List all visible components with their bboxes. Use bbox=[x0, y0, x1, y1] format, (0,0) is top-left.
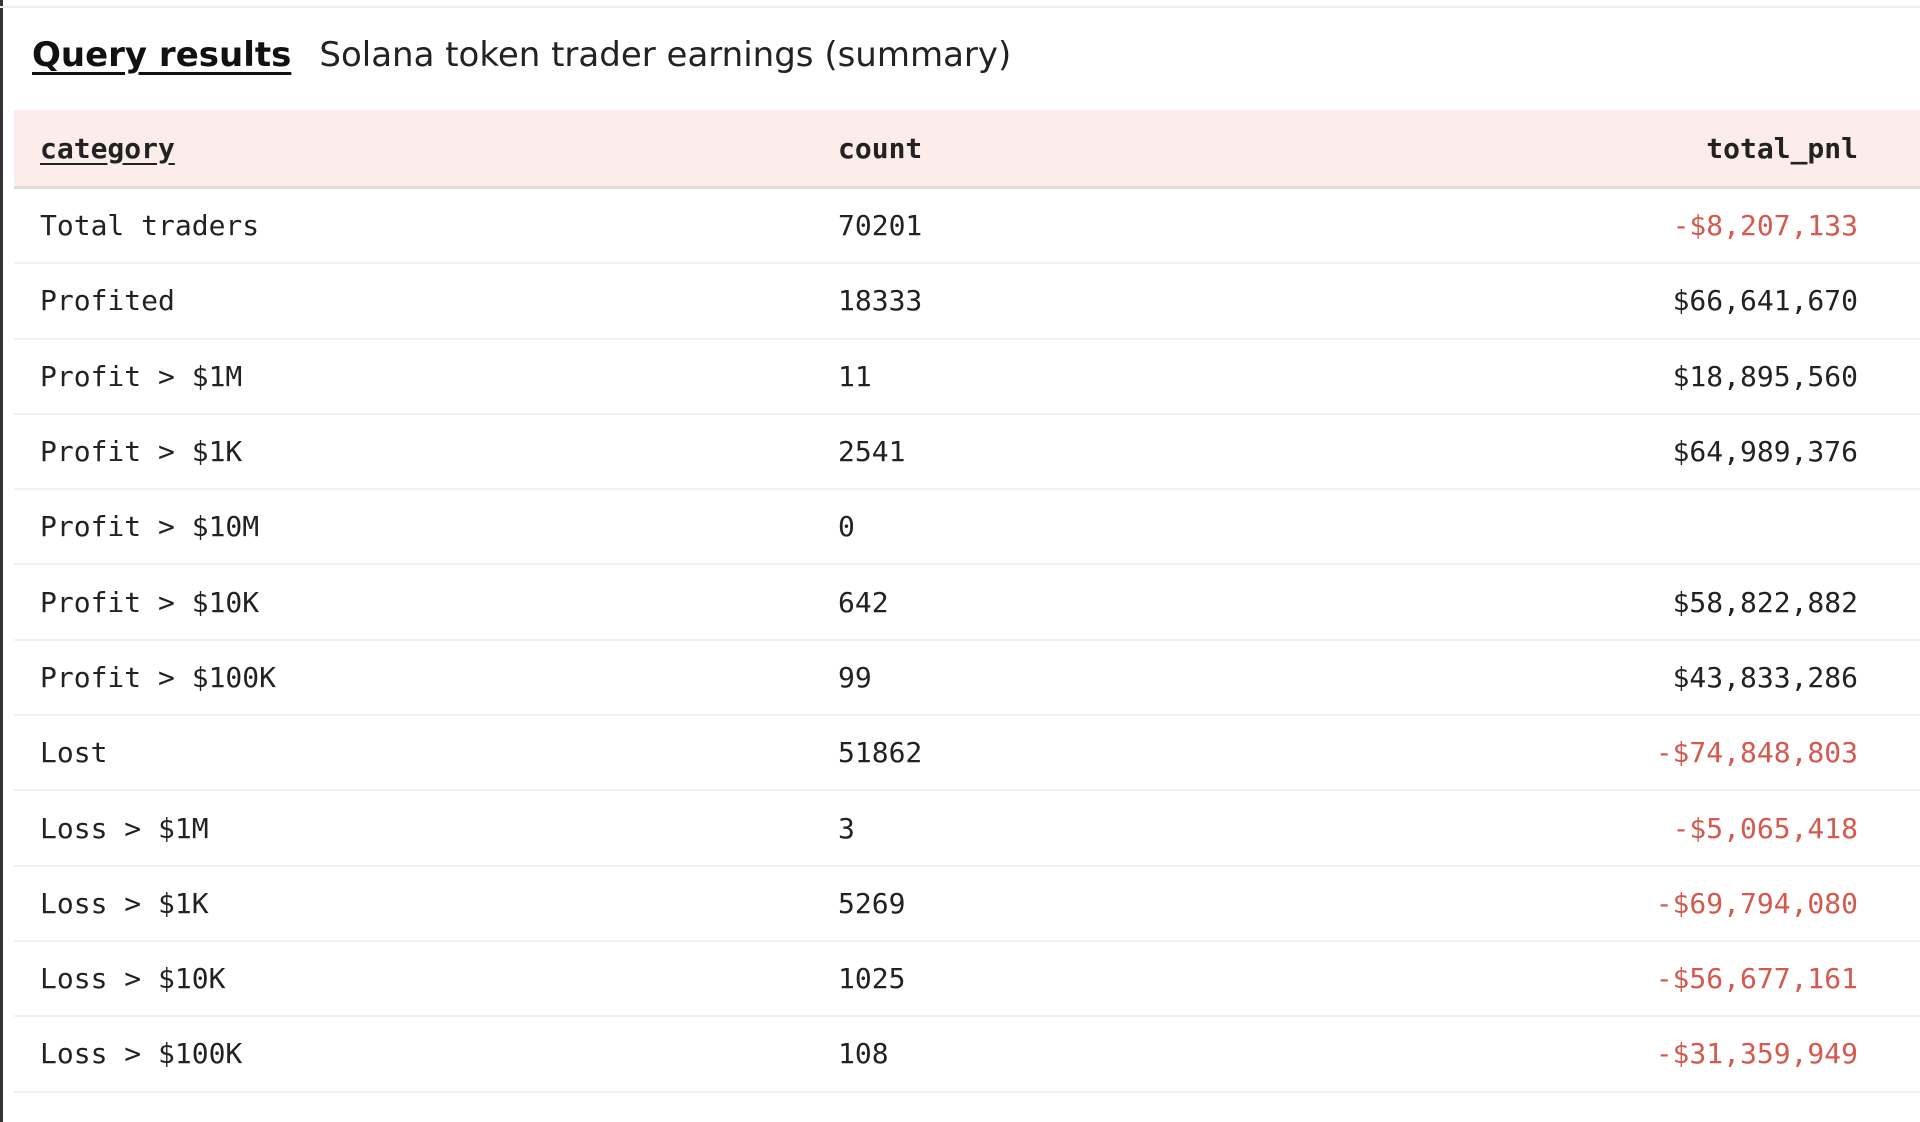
cell-total-pnl: $66,641,670 bbox=[1672, 284, 1858, 318]
cell-total-pnl: $64,989,376 bbox=[1672, 435, 1858, 469]
table-header: category count total_pnl bbox=[14, 110, 1920, 189]
divider bbox=[0, 6, 1920, 8]
cell-count: 99 bbox=[838, 660, 872, 694]
cell-count: 3 bbox=[838, 811, 855, 845]
cell-category: Total traders bbox=[40, 209, 260, 243]
table-row[interactable]: Profited 18333 $66,641,670 bbox=[14, 264, 1920, 340]
cell-count: 2541 bbox=[838, 435, 906, 469]
cell-total-pnl: -$69,794,080 bbox=[1655, 886, 1858, 920]
cell-category: Loss > $1K bbox=[40, 886, 209, 920]
column-header-count[interactable]: count bbox=[838, 131, 923, 165]
cell-count: 642 bbox=[838, 585, 889, 619]
cell-total-pnl: $58,822,882 bbox=[1672, 585, 1858, 619]
cell-total-pnl: -$74,848,803 bbox=[1655, 736, 1858, 770]
cell-category: Lost bbox=[40, 736, 108, 770]
cell-count: 1025 bbox=[838, 962, 906, 996]
table-row[interactable]: Profit > $100K 99 $43,833,286 bbox=[14, 641, 1920, 717]
table-row[interactable]: Profit > $1M 11 $18,895,560 bbox=[14, 340, 1920, 415]
table-row[interactable]: Lost 51862 -$74,848,803 bbox=[14, 716, 1920, 792]
results-table: category count total_pnl Total traders 70… bbox=[14, 110, 1920, 1093]
column-header-total-pnl[interactable]: total_pnl bbox=[1706, 131, 1858, 165]
cell-total-pnl: -$31,359,949 bbox=[1655, 1037, 1858, 1071]
cell-count: 108 bbox=[838, 1037, 889, 1071]
cell-count: 51862 bbox=[838, 736, 923, 770]
table-row[interactable]: Profit > $10K 642 $58,822,882 bbox=[14, 565, 1920, 641]
cell-category: Loss > $10K bbox=[40, 962, 226, 996]
results-header: Query results Solana token trader earnin… bbox=[32, 30, 1011, 80]
table-row[interactable]: Loss > $1K 5269 -$69,794,080 bbox=[14, 867, 1920, 942]
query-results-link[interactable]: Query results bbox=[32, 35, 292, 75]
table-row[interactable]: Loss > $100K 108 -$31,359,949 bbox=[14, 1017, 1920, 1093]
cell-total-pnl: -$56,677,161 bbox=[1655, 962, 1858, 996]
cell-category: Loss > $1M bbox=[40, 811, 209, 845]
cell-count: 0 bbox=[838, 510, 855, 544]
cell-total-pnl: $18,895,560 bbox=[1672, 359, 1858, 393]
table-row[interactable]: Total traders 70201 -$8,207,133 bbox=[14, 189, 1920, 265]
table-row[interactable]: Profit > $1K 2541 $64,989,376 bbox=[14, 415, 1920, 491]
table-row[interactable]: Loss > $1M 3 -$5,065,418 bbox=[14, 791, 1920, 867]
cell-count: 11 bbox=[838, 359, 872, 393]
cell-category: Profited bbox=[40, 284, 175, 318]
cell-count: 5269 bbox=[838, 886, 906, 920]
cell-count: 18333 bbox=[838, 284, 923, 318]
cell-total-pnl: -$8,207,133 bbox=[1672, 209, 1858, 243]
cell-category: Loss > $100K bbox=[40, 1037, 243, 1071]
cell-total-pnl: -$5,065,418 bbox=[1672, 811, 1858, 845]
table-row[interactable]: Loss > $10K 1025 -$56,677,161 bbox=[14, 942, 1920, 1018]
query-title: Solana token trader earnings (summary) bbox=[319, 35, 1012, 75]
cell-category: Profit > $1K bbox=[40, 435, 243, 469]
cell-category: Profit > $100K bbox=[40, 660, 277, 694]
cell-category: Profit > $10M bbox=[40, 510, 260, 544]
cell-category: Profit > $10K bbox=[40, 585, 260, 619]
cell-total-pnl: $43,833,286 bbox=[1672, 660, 1858, 694]
cell-count: 70201 bbox=[838, 209, 923, 243]
table-row[interactable]: Profit > $10M 0 bbox=[14, 490, 1920, 566]
cell-category: Profit > $1M bbox=[40, 359, 243, 393]
column-header-category[interactable]: category bbox=[40, 131, 175, 165]
